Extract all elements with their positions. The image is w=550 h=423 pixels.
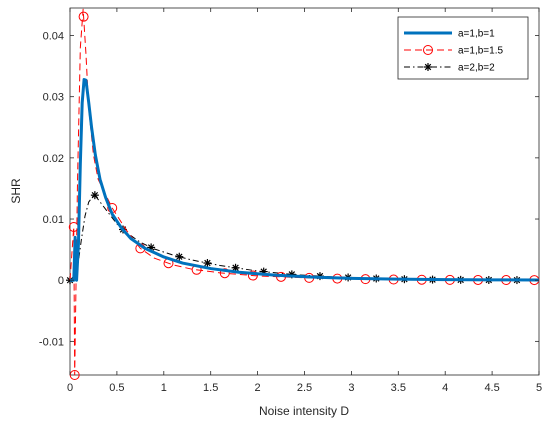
- y-tick-label: -0.01: [39, 336, 64, 348]
- data-point: [247, 270, 258, 281]
- legend-marker: [423, 45, 433, 55]
- x-tick-label: 0.5: [109, 382, 124, 394]
- legend-label: a=1,b=1.5: [458, 46, 503, 57]
- y-tick-label: 0: [58, 275, 64, 287]
- data-point: [175, 252, 184, 261]
- y-tick-label: 0.04: [43, 31, 64, 43]
- series-line: [70, 78, 540, 282]
- x-tick-label: 3: [348, 382, 354, 394]
- legend-label: a=1,b=1: [458, 29, 495, 40]
- y-tick-label: 0.01: [43, 214, 64, 226]
- y-tick-label: 0.02: [43, 153, 64, 165]
- legend-box: [397, 16, 529, 80]
- ticks-layer: 0 0.5 1 1.5 2 2.5 3 3.5 4 4.5 5 -0.01 0 0.01 0.02 0.03 0…: [39, 8, 542, 394]
- x-tick-label: 3.5: [391, 382, 406, 394]
- x-axis-label: Noise intensity D: [259, 404, 349, 418]
- x-tick-label: 4.5: [484, 382, 499, 394]
- data-point: [90, 191, 99, 200]
- legend-marker: [424, 63, 432, 71]
- y-tick-label: 0.03: [43, 92, 64, 104]
- x-tick-label: 5: [536, 382, 542, 394]
- x-tick-label: 2: [255, 382, 261, 394]
- data-point: [203, 259, 212, 268]
- legend-label: a=2,b=2: [458, 63, 495, 74]
- y-axis-label: SHR: [9, 178, 23, 204]
- x-tick-label: 1.5: [203, 382, 218, 394]
- legend-entry-1: a=1,b=1: [404, 29, 495, 40]
- x-tick-label: 1: [161, 382, 167, 394]
- x-tick-label: 2.5: [297, 382, 312, 394]
- series-1: [70, 78, 540, 282]
- x-tick-label: 4: [442, 382, 448, 394]
- x-tick-label: 0: [67, 382, 73, 394]
- data-point: [219, 268, 230, 279]
- series-layer: [66, 8, 540, 380]
- legend-entry-2: a=1,b=1.5: [404, 45, 503, 57]
- data-point: [78, 11, 89, 22]
- legend-entry-3: a=2,b=2: [404, 63, 495, 74]
- legend: a=1,b=1 a=1,b=1.5 a=2,b=2: [397, 16, 529, 80]
